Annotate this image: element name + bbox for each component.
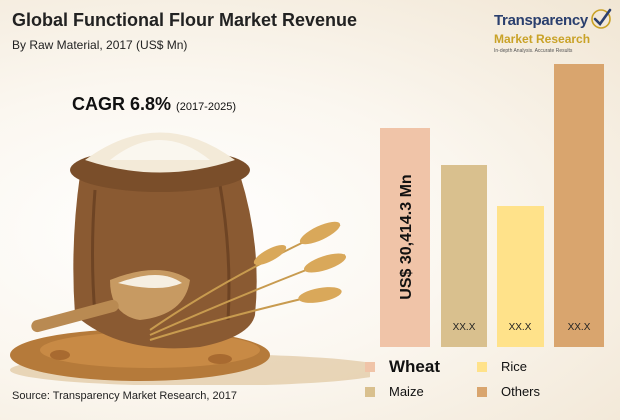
- bar-others: [554, 64, 604, 347]
- bar-wheat: [380, 128, 430, 347]
- bar-rice: [497, 206, 544, 347]
- legend-item-others: Others: [477, 384, 540, 399]
- flour-sack-illustration: [10, 132, 370, 385]
- cagr-value: CAGR 6.8%: [72, 94, 172, 114]
- bar-label-maize: XX.X: [453, 322, 476, 333]
- legend-label-others: Others: [501, 384, 541, 399]
- legend-swatch-others: [477, 386, 487, 397]
- legend-label-maize: Maize: [389, 384, 424, 399]
- source-note: Source: Transparency Market Research, 20…: [12, 390, 238, 402]
- logo-tagline: In-depth Analysis. Accurate Results: [494, 48, 573, 54]
- bar-label-wheat: US$ 30,414.3 Mn: [398, 174, 415, 299]
- logo-line1: Transparency: [494, 12, 588, 29]
- legend-label-wheat: Wheat: [389, 357, 440, 376]
- chart-title: Global Functional Flour Market Revenue: [12, 10, 358, 30]
- wooden-scoop-icon: [31, 270, 190, 333]
- cagr-label: CAGR 6.8% (2017-2025): [72, 94, 236, 115]
- chart-legend: Wheat Rice Maize Others: [365, 357, 620, 407]
- bar-label-others: XX.X: [568, 322, 591, 333]
- chart-subtitle: By Raw Material, 2017 (US$ Mn): [12, 38, 188, 52]
- sack-icon: [70, 132, 257, 349]
- company-logo: Transparency Market Research In-depth An…: [486, 8, 612, 62]
- logo-line2: Market Research: [494, 32, 591, 46]
- cagr-period: (2017-2025): [176, 101, 236, 113]
- checkmark-icon: [591, 8, 612, 29]
- legend-item-maize: Maize: [365, 384, 424, 399]
- legend-item-wheat: Wheat: [365, 357, 440, 377]
- legend-swatch-wheat: [365, 362, 375, 372]
- bar-maize: [441, 165, 487, 347]
- legend-item-rice: Rice: [477, 359, 527, 374]
- wheat-ears-icon: [253, 221, 347, 303]
- legend-swatch-rice: [477, 361, 487, 372]
- legend-swatch-maize: [365, 386, 375, 397]
- legend-label-rice: Rice: [501, 359, 528, 374]
- bar-chart: US$ 30,414.3 Mn XX.X XX.X XX.X: [380, 64, 604, 347]
- bar-label-rice: XX.X: [509, 322, 532, 333]
